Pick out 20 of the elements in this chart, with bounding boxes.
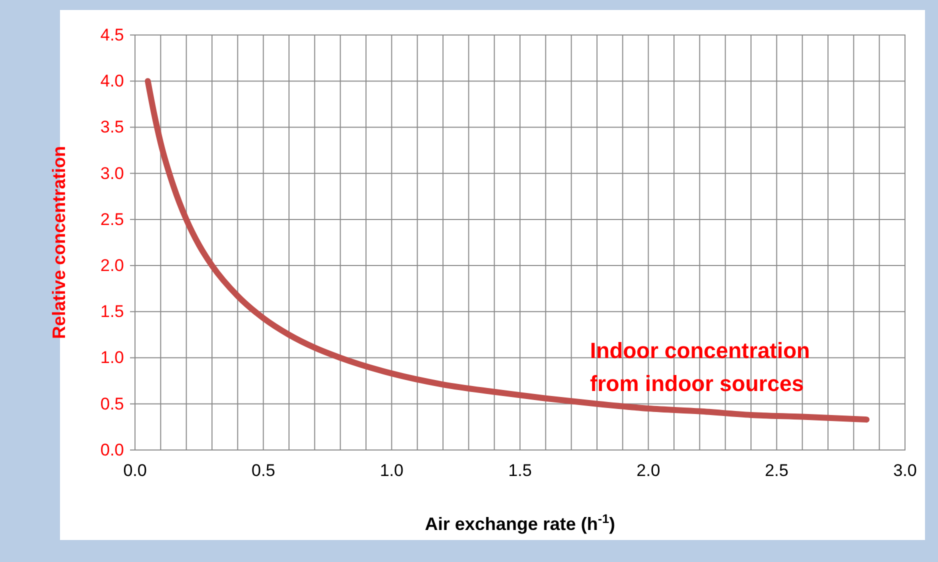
y-axis-title: Relative concentration xyxy=(49,146,69,340)
y-tick-label: 0.5 xyxy=(100,394,124,414)
y-tick-label: 2.5 xyxy=(100,210,124,229)
y-tick-label: 4.5 xyxy=(100,25,124,44)
x-tick-label: 3.0 xyxy=(893,461,917,480)
x-tick-label: 0.5 xyxy=(252,461,276,480)
y-tick-label: 4.0 xyxy=(100,72,124,91)
y-tick-label: 3.5 xyxy=(100,118,124,137)
x-tick-label: 0.0 xyxy=(123,461,147,480)
x-tick-label: 1.5 xyxy=(508,461,532,480)
y-tick-label: 0.0 xyxy=(100,440,124,460)
x-tick-label: 2.0 xyxy=(636,461,660,480)
x-axis-title: Air exchange rate (h$^{-1}$) xyxy=(424,512,616,534)
y-tick-label: 1.5 xyxy=(100,302,124,322)
x-tick-label: 2.5 xyxy=(764,461,788,480)
y-tick-label: 1.0 xyxy=(100,348,124,368)
y-tick-label: 2.0 xyxy=(100,256,124,275)
annotation: Indoor concentration from indoor sources xyxy=(590,338,810,396)
y-tick-label: 3.0 xyxy=(100,164,124,183)
x-tick-label: 1.0 xyxy=(380,461,404,480)
